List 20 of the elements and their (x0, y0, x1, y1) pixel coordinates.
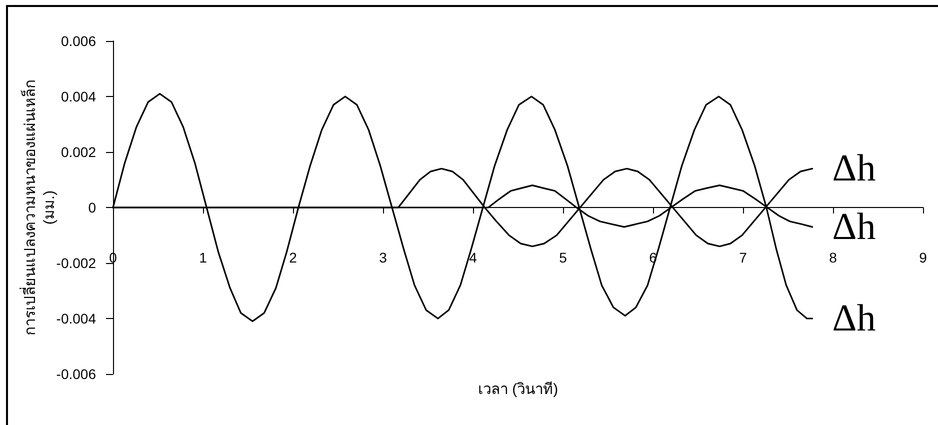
y-tick-label: 0 (88, 200, 96, 216)
x-tick-label: 1 (199, 250, 208, 266)
y-tick-label: -0.004 (56, 310, 96, 326)
y-axis-title: การเปลี่ยนแปลงความหนาของแผ่นเหล็ก (มม.) (19, 80, 58, 336)
legend-label: Δh (832, 206, 876, 248)
x-tick-label: 5 (559, 250, 568, 266)
x-axis-title: เวลา (วินาที) (478, 381, 558, 398)
x-tick-label: 2 (289, 250, 298, 266)
x-tick-label: 9 (919, 250, 928, 266)
series-label: Δh (832, 298, 876, 340)
y-tick-label: -0.006 (56, 366, 96, 382)
y-tick-label: 0.006 (60, 33, 96, 49)
y-tick-label: 0.002 (60, 144, 96, 160)
x-tick-label: 4 (469, 250, 478, 266)
x-tick-label: 7 (739, 250, 748, 266)
y-tick-label: -0.002 (56, 255, 96, 271)
x-tick-label: 3 (379, 250, 388, 266)
y-tick-label: 0.004 (60, 88, 96, 104)
x-tick-label: 8 (829, 250, 838, 266)
series-label: Δh (832, 148, 876, 190)
